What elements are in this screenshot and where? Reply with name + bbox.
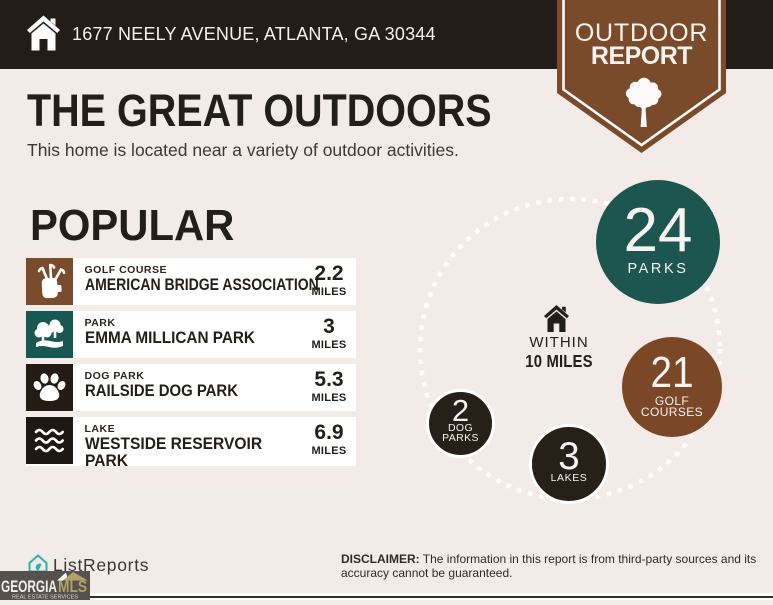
svg-text:MLS: MLS bbox=[58, 577, 87, 596]
svg-text:GEORGIA: GEORGIA bbox=[1, 577, 57, 596]
svg-text:REAL ESTATE SERVICES: REAL ESTATE SERVICES bbox=[12, 595, 79, 601]
